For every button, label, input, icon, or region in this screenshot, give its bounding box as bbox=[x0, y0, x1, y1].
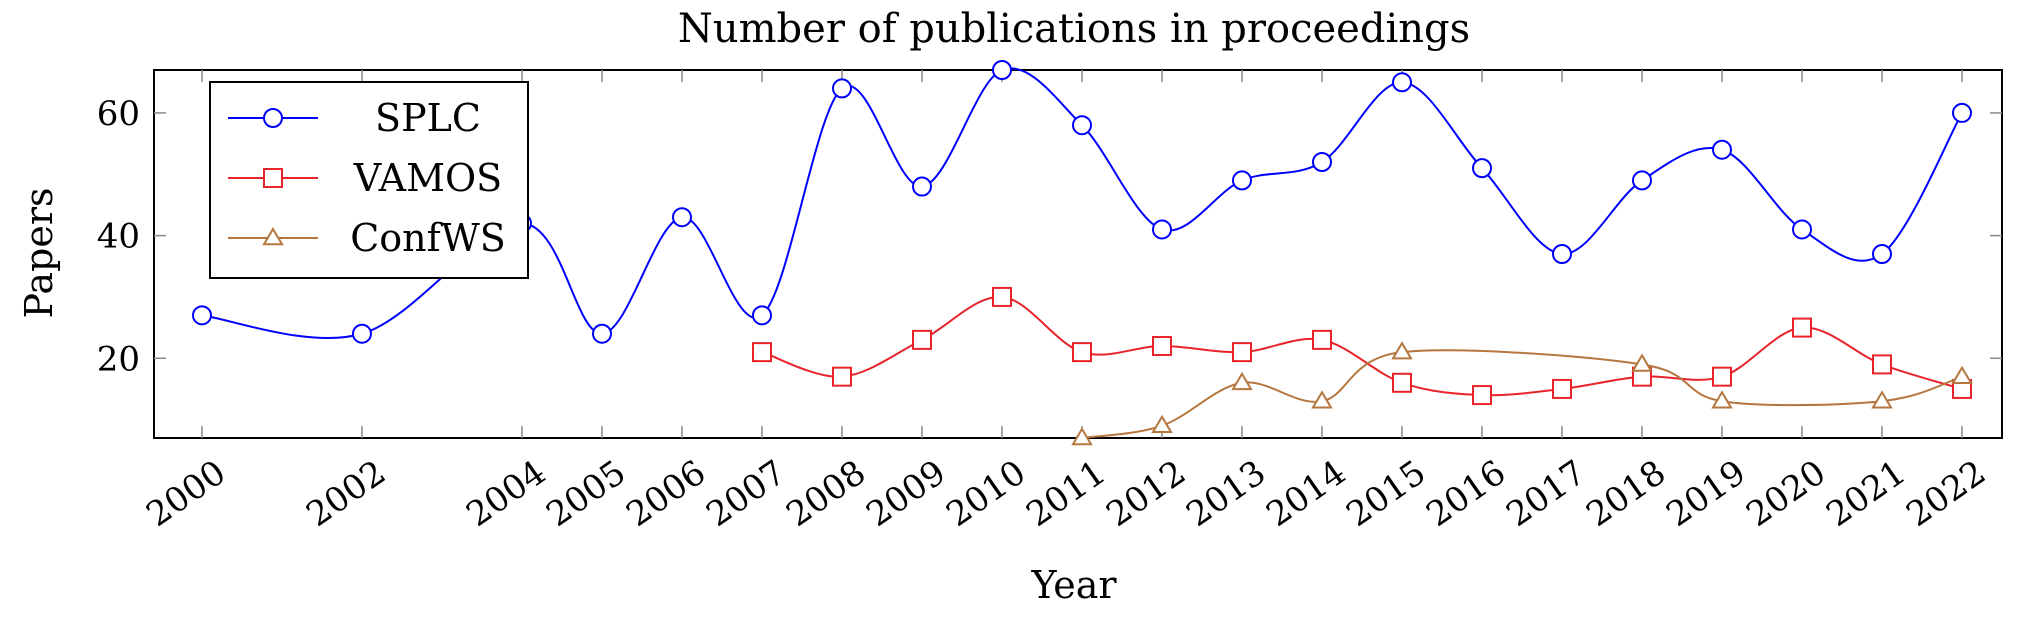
x-tick-label: 2016 bbox=[1419, 453, 1513, 535]
legend-marker bbox=[262, 227, 284, 246]
x-tick-label: 2010 bbox=[939, 453, 1033, 535]
data-point-splc bbox=[1712, 139, 1732, 160]
x-tick-label: 2014 bbox=[1259, 453, 1353, 535]
data-point-splc bbox=[352, 323, 372, 344]
x-tick-label: 2019 bbox=[1659, 453, 1753, 535]
data-point-splc bbox=[832, 78, 852, 99]
data-point-vamos bbox=[992, 286, 1012, 307]
x-tick-label: 2017 bbox=[1499, 453, 1593, 535]
y-tick-label: 20 bbox=[97, 339, 140, 379]
data-point-confws bbox=[1151, 414, 1173, 434]
x-tick-label: 2005 bbox=[539, 453, 633, 535]
x-tick-label: 2011 bbox=[1019, 453, 1113, 535]
data-point-splc bbox=[752, 305, 772, 326]
data-point-vamos bbox=[1072, 342, 1092, 363]
data-point-splc bbox=[1072, 115, 1092, 136]
data-point-splc bbox=[1312, 152, 1332, 172]
data-point-vamos bbox=[1152, 336, 1172, 356]
legend-item-confws: ConfWS bbox=[228, 216, 506, 260]
x-tick-label: 2013 bbox=[1179, 453, 1273, 535]
data-point-splc bbox=[1152, 219, 1172, 240]
data-point-splc bbox=[1232, 170, 1252, 191]
data-point-confws bbox=[1071, 427, 1093, 446]
x-tick-label: 2008 bbox=[779, 453, 873, 535]
data-point-splc bbox=[1552, 244, 1572, 264]
legend-label: VAMOS bbox=[353, 156, 502, 200]
data-point-vamos bbox=[1712, 366, 1732, 387]
data-point-splc bbox=[1792, 219, 1812, 240]
series-splc bbox=[192, 60, 1972, 344]
data-point-splc bbox=[912, 176, 932, 197]
data-point-splc bbox=[592, 323, 612, 344]
x-tick-label: 2018 bbox=[1579, 453, 1673, 535]
data-point-confws bbox=[1951, 365, 1973, 384]
data-point-splc bbox=[1952, 102, 1972, 123]
data-point-splc bbox=[1472, 158, 1492, 179]
data-point-splc bbox=[1872, 244, 1892, 264]
legend-marker bbox=[263, 168, 283, 188]
series-confws bbox=[1071, 341, 1973, 446]
legend-label: SPLC bbox=[375, 96, 481, 140]
x-tick-label: 2007 bbox=[699, 453, 793, 535]
data-point-vamos bbox=[1552, 378, 1572, 399]
series-line-confws bbox=[1081, 349, 1963, 439]
y-tick-label: 60 bbox=[97, 94, 140, 134]
data-point-splc bbox=[1632, 170, 1652, 191]
data-point-vamos bbox=[912, 329, 932, 350]
x-tick-label: 2006 bbox=[619, 453, 713, 535]
x-tick-label: 2002 bbox=[299, 453, 393, 535]
data-point-confws bbox=[1231, 371, 1253, 391]
legend-marker bbox=[263, 108, 283, 128]
data-point-vamos bbox=[1392, 372, 1412, 393]
x-tick-label: 2021 bbox=[1819, 453, 1913, 535]
data-point-vamos bbox=[1792, 317, 1812, 338]
x-tick-label: 2022 bbox=[1899, 453, 1993, 535]
legend-label: ConfWS bbox=[350, 216, 506, 260]
data-point-splc bbox=[1392, 72, 1412, 93]
x-axis-label: Year bbox=[1030, 563, 1117, 607]
data-point-vamos bbox=[832, 366, 852, 387]
legend-item-vamos: VAMOS bbox=[228, 156, 502, 200]
x-tick-label: 2015 bbox=[1339, 453, 1433, 535]
data-point-confws bbox=[1631, 353, 1653, 372]
y-axis-label: Papers bbox=[17, 188, 61, 319]
x-tick-label: 2000 bbox=[139, 453, 233, 535]
series-vamos bbox=[752, 286, 1972, 406]
data-point-confws bbox=[1871, 390, 1893, 409]
legend: SPLC VAMOS ConfWS bbox=[209, 81, 529, 279]
y-tick-label: 40 bbox=[97, 217, 140, 257]
chart-title: Number of publications in proceedings bbox=[678, 6, 1470, 52]
data-point-vamos bbox=[1312, 329, 1332, 350]
data-point-vamos bbox=[1472, 385, 1492, 406]
x-tick-label: 2020 bbox=[1739, 453, 1833, 535]
legend-item-splc: SPLC bbox=[228, 96, 481, 140]
data-point-vamos bbox=[1872, 354, 1892, 375]
data-point-confws bbox=[1711, 390, 1733, 409]
data-point-splc bbox=[992, 60, 1012, 80]
series-line-vamos bbox=[761, 295, 1963, 397]
x-tick-label: 2009 bbox=[859, 453, 953, 535]
data-point-vamos bbox=[752, 342, 772, 363]
data-point-vamos bbox=[1232, 342, 1252, 363]
x-tick-label: 2012 bbox=[1099, 453, 1193, 535]
data-point-splc bbox=[192, 305, 212, 326]
data-point-splc bbox=[672, 207, 692, 228]
data-point-confws bbox=[1311, 390, 1333, 409]
data-point-confws bbox=[1391, 341, 1413, 360]
x-tick-label: 2004 bbox=[459, 453, 553, 535]
